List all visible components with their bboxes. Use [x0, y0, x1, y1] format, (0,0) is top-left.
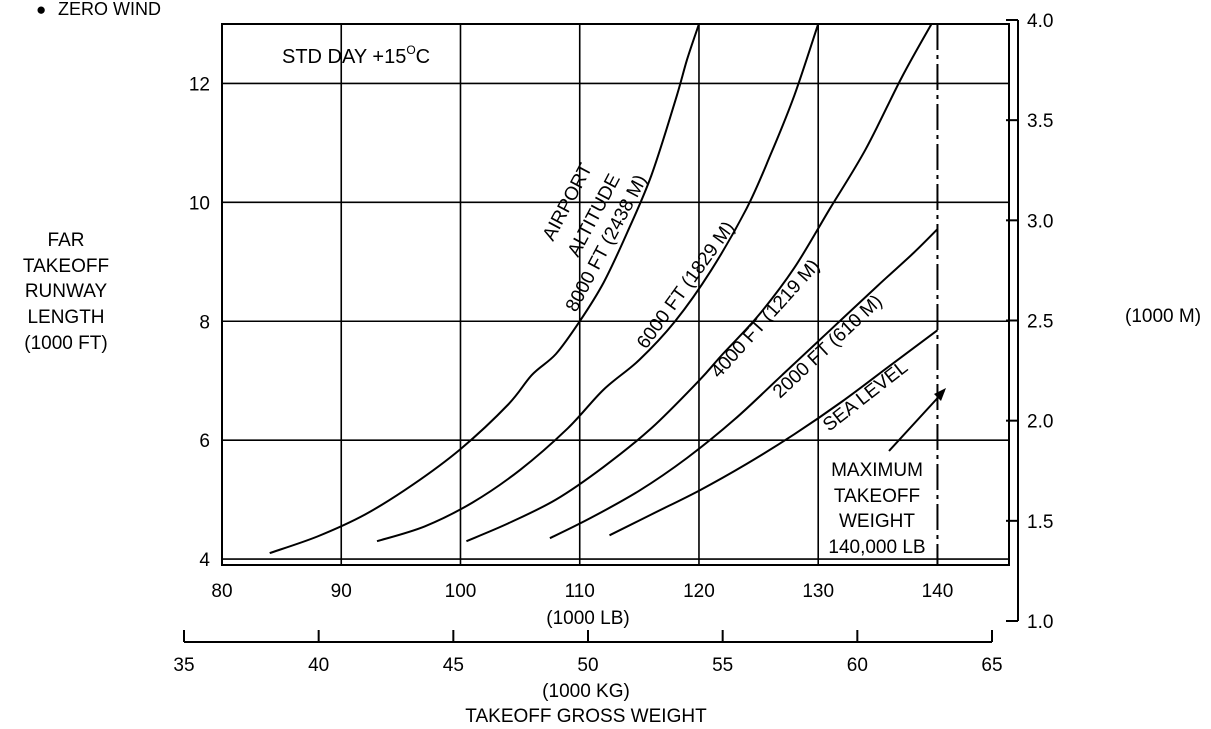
max-weight-leader-line	[888, 390, 945, 452]
x-tick-110: 110	[565, 581, 595, 602]
max-weight-leader-arrow	[934, 388, 946, 401]
x2-tick-40: 40	[308, 655, 329, 676]
x-tick-130: 130	[802, 581, 834, 602]
std-day-text: STD DAY +15	[282, 46, 406, 68]
y2-tick-3.5: 3.5	[1027, 111, 1053, 132]
max-weight-line-4: 140,000 LB	[828, 537, 925, 558]
series-curve-1	[376, 23, 820, 543]
y-tick-4: 4	[199, 550, 210, 571]
max-weight-line-2: TAKEOFF	[834, 486, 920, 507]
y-title-line-5: (1000 FT)	[24, 333, 107, 354]
x2-unit-label: (1000 KG)	[542, 681, 630, 702]
x-tick-90: 90	[331, 581, 352, 602]
max-weight-label: MAXIMUM TAKEOFF WEIGHT 140,000 LB	[828, 460, 925, 558]
y2-tick-3.0: 3.0	[1027, 211, 1053, 232]
x2-tick-35: 35	[173, 655, 194, 676]
condition-note: ZERO WIND	[58, 0, 161, 19]
x2-tick-60: 60	[847, 655, 868, 676]
y-title-line-3: RUNWAY	[25, 281, 108, 302]
series-curve-0	[269, 23, 700, 555]
y2-tick-4.0: 4.0	[1027, 11, 1053, 32]
x-tick-140: 140	[922, 581, 954, 602]
y-title-line-1: FAR	[48, 230, 85, 251]
x2-tick-55: 55	[712, 655, 733, 676]
plot-frame	[221, 23, 1010, 566]
std-day-label: STD DAY +15OC	[282, 43, 430, 68]
curves	[269, 23, 939, 555]
y2-unit-label: (1000 M)	[1125, 306, 1201, 327]
x2-tick-45: 45	[443, 655, 464, 676]
x-axis-title: TAKEOFF GROSS WEIGHT	[465, 706, 707, 727]
series-curve-2	[466, 23, 933, 543]
y2-tick-1.5: 1.5	[1027, 512, 1053, 533]
y-tick-6: 6	[199, 431, 210, 452]
std-day-degree: O	[406, 43, 415, 57]
std-day-unit: C	[416, 46, 430, 68]
y2-tick-2.0: 2.0	[1027, 412, 1053, 433]
grid	[222, 24, 1009, 565]
y-tick-8: 8	[199, 312, 210, 333]
x-tick-120: 120	[683, 581, 715, 602]
y-axis-title: FAR TAKEOFF RUNWAY LENGTH (1000 FT)	[23, 230, 109, 354]
x-tick-80: 80	[211, 581, 232, 602]
condition-bullet: ●	[36, 0, 46, 19]
y2-tick-2.5: 2.5	[1027, 312, 1053, 333]
y2-tick-1.0: 1.0	[1027, 612, 1053, 633]
max-weight-line-1: MAXIMUM	[831, 460, 923, 481]
x-unit-label: (1000 LB)	[546, 608, 629, 629]
series-curve-3	[549, 228, 939, 540]
y-tick-10: 10	[189, 193, 210, 214]
y-title-line-2: TAKEOFF	[23, 256, 109, 277]
x2-tick-65: 65	[981, 655, 1002, 676]
y-tick-12: 12	[189, 74, 210, 95]
max-weight-line-3: WEIGHT	[839, 511, 915, 532]
label-alt-6000: 6000 FT (1829 M)	[633, 218, 739, 353]
series-curve-4	[609, 329, 939, 537]
y-title-line-4: LENGTH	[27, 307, 104, 328]
x2-tick-50: 50	[577, 655, 598, 676]
label-sea-level: SEA LEVEL	[819, 357, 912, 436]
x-tick-100: 100	[445, 581, 477, 602]
tick-labels: 4 6 8 10 12 80 90 100 110 120 130 140 1.0 1.5 2.0 2.5 3.…	[173, 11, 1053, 676]
